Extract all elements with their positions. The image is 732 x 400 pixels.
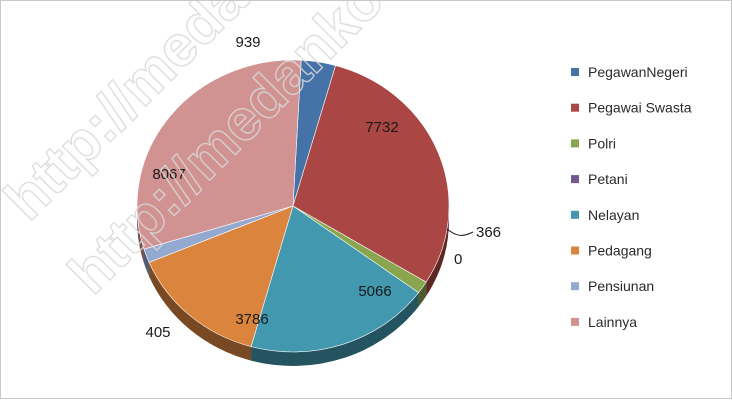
pie-slice-pedagang <box>148 205 294 347</box>
pie-side-7 <box>137 206 144 264</box>
legend-label-lainnya: Lainnya <box>588 314 637 330</box>
data-label-petani: 0 <box>454 251 462 268</box>
legend-label-polri: Polri <box>588 135 616 151</box>
legend-label-pegawai-swasta: Pegawai Swasta <box>588 100 692 116</box>
pie-side-5 <box>149 262 252 361</box>
legend-label-nelayan: Nelayan <box>588 207 639 223</box>
legend-swatch-pegawannegeri <box>571 68 579 76</box>
legend-swatch-lainnya <box>571 317 579 326</box>
pie-side-6 <box>143 249 150 277</box>
data-labels: 939 7732 366 0 5066 3786 405 8067 <box>145 34 501 341</box>
pie-slice-nelayan <box>250 205 419 353</box>
data-label-pedagang: 3786 <box>235 311 268 328</box>
pie-side-1 <box>426 206 449 297</box>
data-label-nelayan: 5066 <box>358 283 391 300</box>
legend: PegawanNegeri Pegawai Swasta Polri Petani Ne… <box>571 64 692 330</box>
data-label-polri: 366 <box>476 224 501 241</box>
pie-slices <box>136 59 450 353</box>
data-label-lainnya: 8067 <box>152 166 185 183</box>
legend-swatch-pegawai-swasta <box>571 103 579 112</box>
legend-label-pensiunan: Pensiunan <box>588 278 654 294</box>
pie-side-wall <box>137 206 449 366</box>
data-label-pensiunan: 405 <box>145 324 170 341</box>
legend-swatch-nelayan <box>571 210 579 219</box>
pie-side-4 <box>251 292 419 366</box>
legend-swatch-polri <box>571 139 579 148</box>
leader-line <box>446 228 474 236</box>
legend-label-pegawannegeri: PegawanNegeri <box>588 64 688 80</box>
data-label-pegawai-swasta: 7732 <box>365 119 398 136</box>
legend-label-pedagang: Pedagang <box>588 243 652 259</box>
legend-swatch-pedagang <box>571 246 579 255</box>
legend-swatch-pensiunan <box>571 282 579 291</box>
pie-slice-lainnya <box>136 59 302 250</box>
legend-swatch-petani <box>571 175 579 184</box>
legend-label-petani: Petani <box>588 171 628 187</box>
pie-side-2 <box>418 282 427 307</box>
data-label-pegawannegeri: 939 <box>235 34 260 51</box>
